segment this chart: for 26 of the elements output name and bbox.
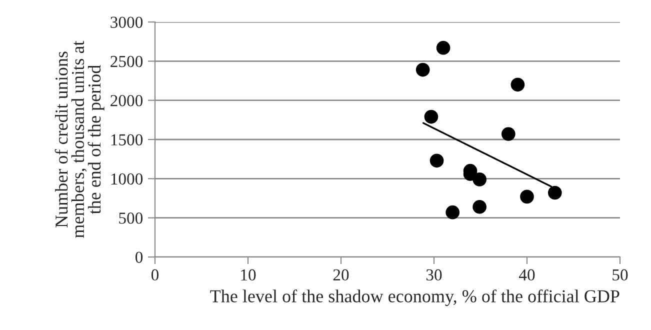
point [430, 154, 444, 168]
point [472, 172, 486, 186]
x-tick-label: 20 [333, 269, 349, 281]
y-tick-label: 1500 [111, 134, 143, 146]
x-tick-label: 10 [241, 269, 256, 281]
y-tick-label: 2500 [110, 56, 143, 68]
x-tick-label: 50 [612, 269, 628, 281]
point [472, 200, 486, 214]
point [548, 186, 562, 200]
point [424, 110, 438, 124]
y-tick-label: 3000 [110, 16, 143, 28]
x-tick-label: 40 [518, 269, 535, 281]
y-tick-label: 500 [119, 212, 143, 224]
point [446, 205, 460, 220]
point [510, 78, 525, 92]
y-axis-title: Number of credit unions members, thousand units at the end of the period [54, 40, 104, 238]
point [501, 127, 516, 141]
y-tick-label: 2000 [110, 95, 143, 106]
x-tick-label: 0 [151, 269, 159, 281]
y-tick-label: 1000 [111, 173, 143, 185]
point [520, 190, 534, 204]
x-axis-title: The level of the shadow economy, % of the official GDP [210, 289, 620, 306]
x-tick-label: 30 [426, 269, 442, 281]
point [436, 40, 450, 55]
point [416, 62, 430, 77]
y-tick-label: 0 [135, 252, 143, 263]
